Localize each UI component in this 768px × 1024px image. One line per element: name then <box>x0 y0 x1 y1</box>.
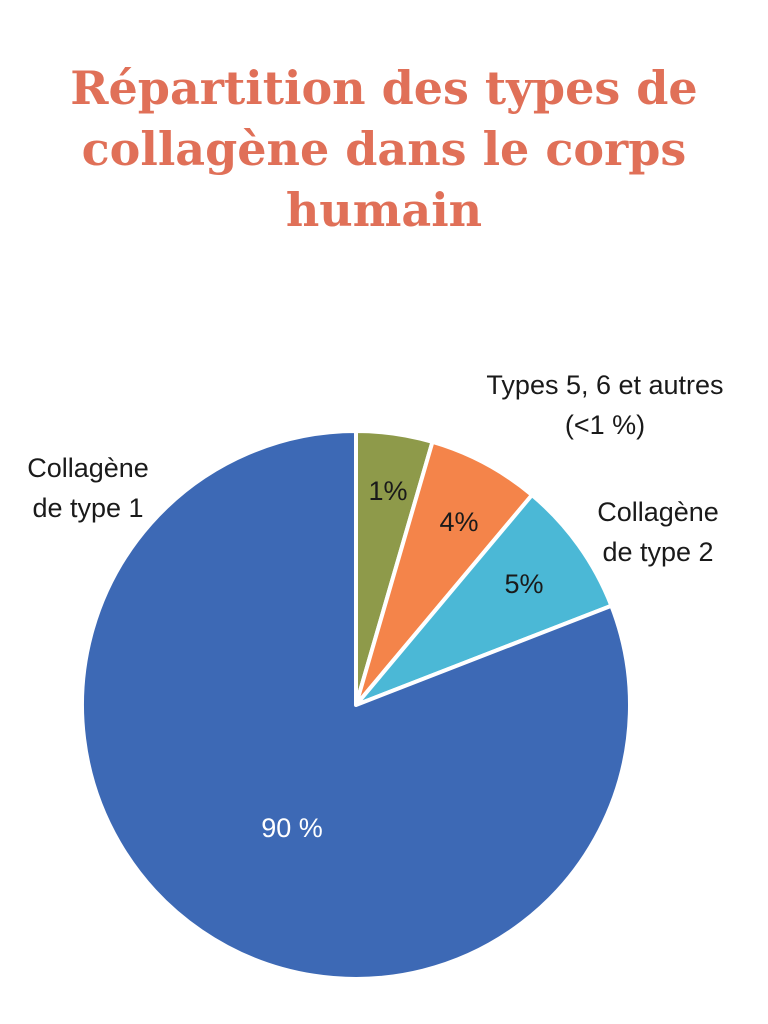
pie-slice-4 <box>80 429 632 981</box>
pie-slices <box>80 429 632 981</box>
slice-name-3-line-2: de type 2 <box>602 537 713 567</box>
title-line-3: humain <box>285 183 483 237</box>
data-label-slice-2: 4% <box>439 507 478 537</box>
data-label-slice-1: 1% <box>368 476 407 506</box>
slice-name-3-line-1: Collagène <box>597 497 719 527</box>
data-label-slice-3: 5% <box>504 569 543 599</box>
pie-slice-3 <box>354 492 614 707</box>
title-line-1: Répartition des types de <box>70 61 698 115</box>
slice-name-4-line-1: Collagène <box>27 453 149 483</box>
title-line-2: collagène dans le corps <box>81 122 687 176</box>
slice-name-1-line-2: (<1 %) <box>565 410 645 440</box>
slice-name-1-line-1: Types 5, 6 et autres <box>486 370 723 400</box>
chart-title: Répartition des types de collagène dans … <box>0 58 768 241</box>
slice-name-4-line-2: de type 1 <box>32 493 143 523</box>
pie-slice-2 <box>354 439 534 707</box>
data-label-slice-4: 90 % <box>261 813 323 843</box>
